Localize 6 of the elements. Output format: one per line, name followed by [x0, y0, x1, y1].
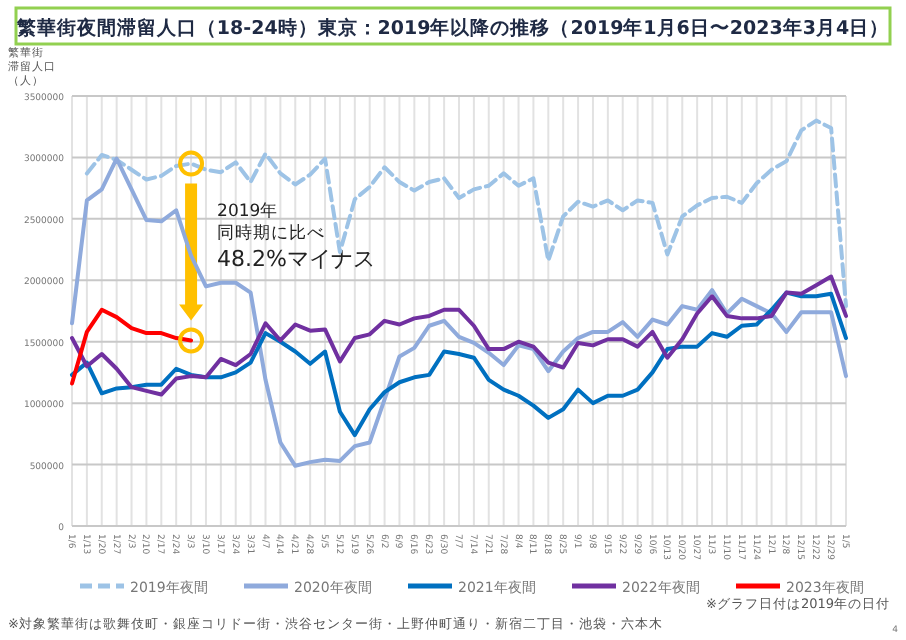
annotation: 2019年同時期に比べ48.2%マイナス — [217, 199, 375, 272]
line-series — [70, 274, 848, 397]
line-series — [70, 156, 848, 468]
chart-title: 繁華街夜間滞留人口（18-24時）東京：2019年以降の推移（2019年1月6日〜2023年3月4日） — [14, 16, 890, 40]
line-series — [70, 290, 848, 438]
line-series — [84, 118, 848, 309]
